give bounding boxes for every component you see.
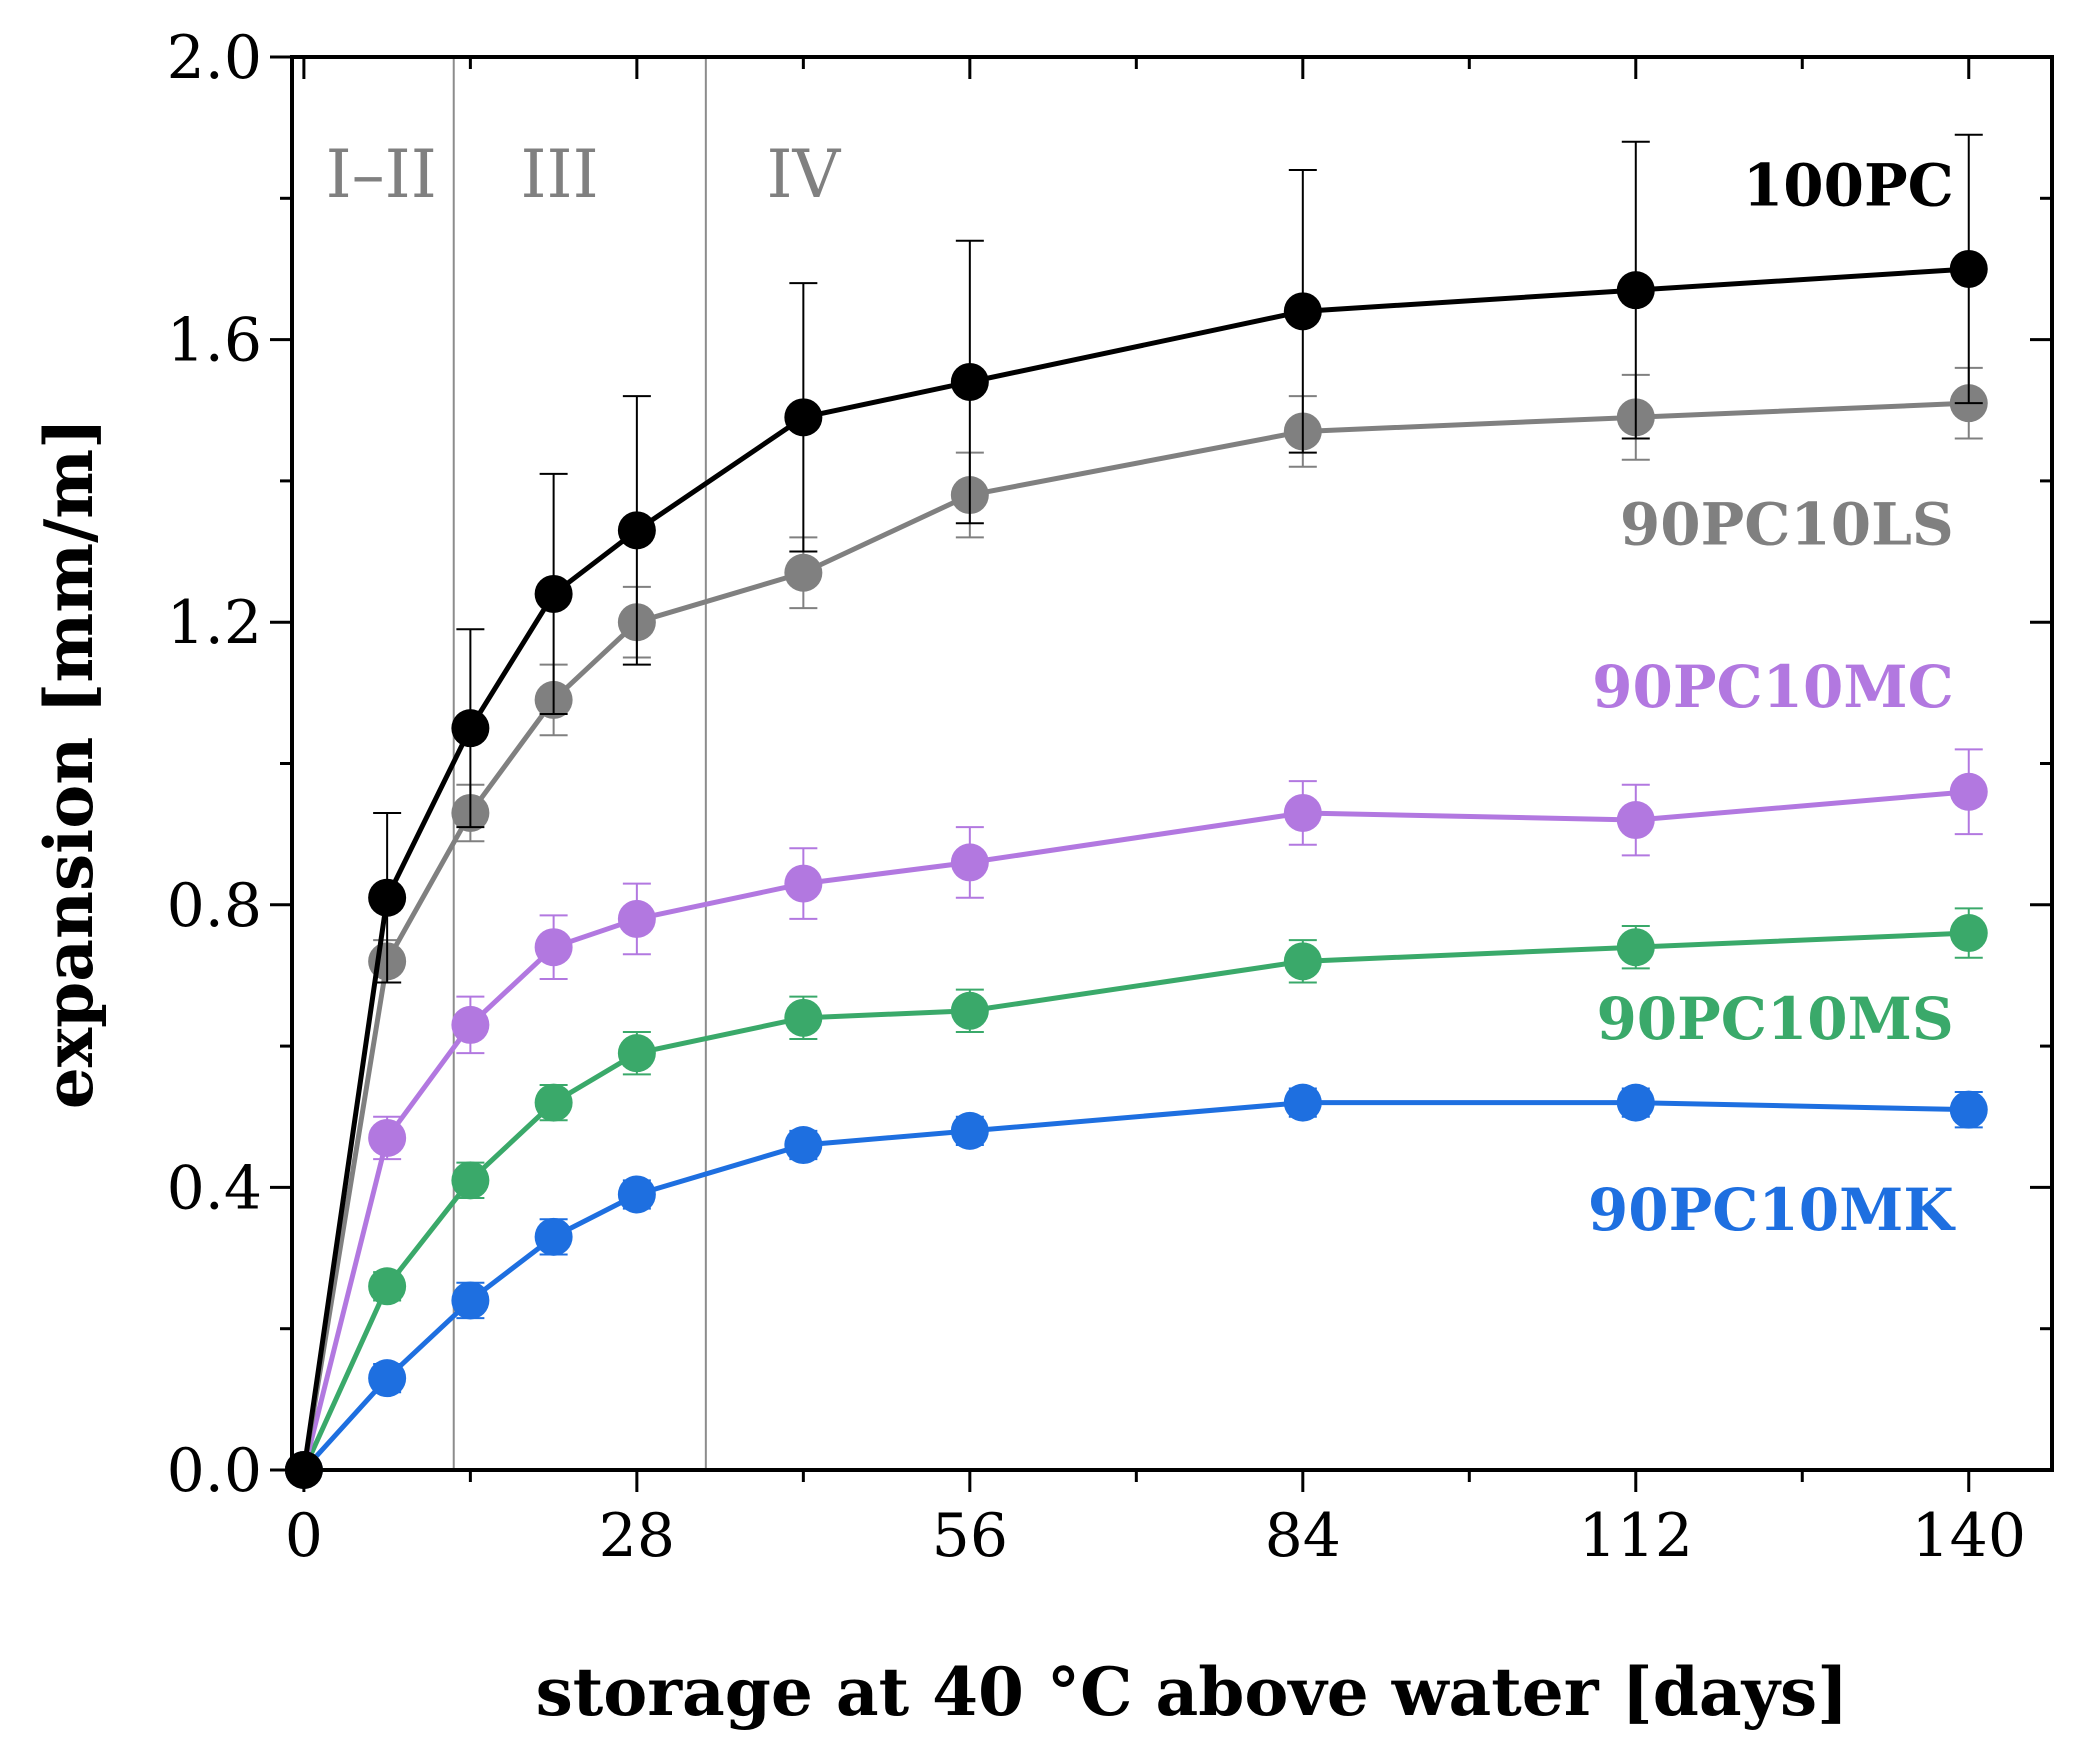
series-line bbox=[301, 930, 1969, 1472]
series-label-90PC10LS: 90PC10LS bbox=[1620, 490, 1954, 558]
data-point bbox=[784, 553, 823, 592]
data-point bbox=[534, 1083, 573, 1122]
series-90PC10MK bbox=[284, 1083, 1988, 1489]
series-line bbox=[302, 1100, 1969, 1472]
series-line bbox=[301, 266, 1969, 1471]
y-tick-label: 1.2 bbox=[167, 588, 262, 658]
data-point bbox=[950, 843, 989, 882]
data-point bbox=[451, 709, 490, 748]
data-point bbox=[617, 1175, 656, 1214]
data-point bbox=[950, 1111, 989, 1150]
phase-label: I–II bbox=[326, 136, 437, 213]
x-axis: 0 28 56 84 112 140 bbox=[285, 57, 2026, 1571]
data-point bbox=[451, 1281, 490, 1320]
data-point bbox=[1949, 772, 1988, 811]
x-axis-title: storage at 40 °C above water [days] bbox=[536, 1653, 1849, 1731]
data-point bbox=[368, 1267, 407, 1306]
data-point bbox=[1283, 1083, 1322, 1122]
x-tick-label: 0 bbox=[285, 1501, 323, 1571]
phase-label: III bbox=[520, 136, 598, 213]
data-point bbox=[368, 1359, 407, 1398]
phase-label: IV bbox=[766, 136, 841, 213]
data-point bbox=[784, 398, 823, 437]
phase-labels: I–II III IV bbox=[326, 136, 842, 213]
series-label-90PC10MS: 90PC10MS bbox=[1596, 985, 1953, 1053]
series-label-90PC10MC: 90PC10MC bbox=[1592, 653, 1954, 721]
data-point bbox=[368, 878, 407, 917]
data-point bbox=[1616, 1083, 1655, 1122]
data-series bbox=[284, 133, 1988, 1489]
y-axis: 0.0 0.4 0.8 1.2 1.6 2.0 bbox=[167, 23, 2052, 1506]
data-point bbox=[950, 362, 989, 401]
data-point bbox=[368, 1118, 407, 1157]
data-point bbox=[534, 1217, 573, 1256]
data-point bbox=[451, 1161, 490, 1200]
plot-frame bbox=[290, 55, 2054, 1472]
data-point bbox=[784, 1126, 823, 1165]
data-point bbox=[534, 574, 573, 613]
data-point bbox=[617, 511, 656, 550]
y-tick-label: 2.0 bbox=[167, 23, 262, 93]
data-point bbox=[1283, 292, 1322, 331]
x-tick-label: 140 bbox=[1911, 1501, 2026, 1571]
x-tick-label: 56 bbox=[932, 1501, 1008, 1571]
data-point bbox=[784, 864, 823, 903]
data-point bbox=[1616, 928, 1655, 967]
y-tick-label: 0.0 bbox=[167, 1436, 262, 1506]
series-label-90PC10MK: 90PC10MK bbox=[1588, 1176, 1956, 1244]
series-label-100PC: 100PC bbox=[1743, 151, 1954, 219]
series-labels: 100PC 90PC10LS 90PC10MC 90PC10MS 90PC10MK bbox=[1588, 151, 1956, 1243]
y-tick-label: 0.8 bbox=[167, 871, 262, 941]
data-point bbox=[451, 1005, 490, 1044]
y-axis-title: expansion [mm/m] bbox=[30, 418, 108, 1110]
x-tick-label: 28 bbox=[599, 1501, 675, 1571]
data-point bbox=[1283, 793, 1322, 832]
data-point bbox=[617, 1034, 656, 1073]
phase-boundaries bbox=[452, 57, 707, 1470]
data-point bbox=[950, 991, 989, 1030]
series-line bbox=[301, 400, 1969, 1471]
data-point bbox=[534, 928, 573, 967]
data-point bbox=[1949, 1090, 1988, 1129]
x-tick-label: 84 bbox=[1265, 1501, 1341, 1571]
y-tick-label: 0.4 bbox=[167, 1153, 262, 1223]
data-point bbox=[1616, 801, 1655, 840]
data-point bbox=[1283, 942, 1322, 981]
data-point bbox=[1949, 914, 1988, 953]
data-point bbox=[784, 998, 823, 1037]
series-line bbox=[301, 789, 1969, 1471]
data-point bbox=[617, 899, 656, 938]
x-tick-label: 112 bbox=[1579, 1501, 1694, 1571]
y-tick-label: 1.6 bbox=[167, 306, 262, 376]
data-point bbox=[1949, 249, 1988, 288]
series-100PC bbox=[284, 133, 1988, 1489]
data-point bbox=[1616, 271, 1655, 310]
